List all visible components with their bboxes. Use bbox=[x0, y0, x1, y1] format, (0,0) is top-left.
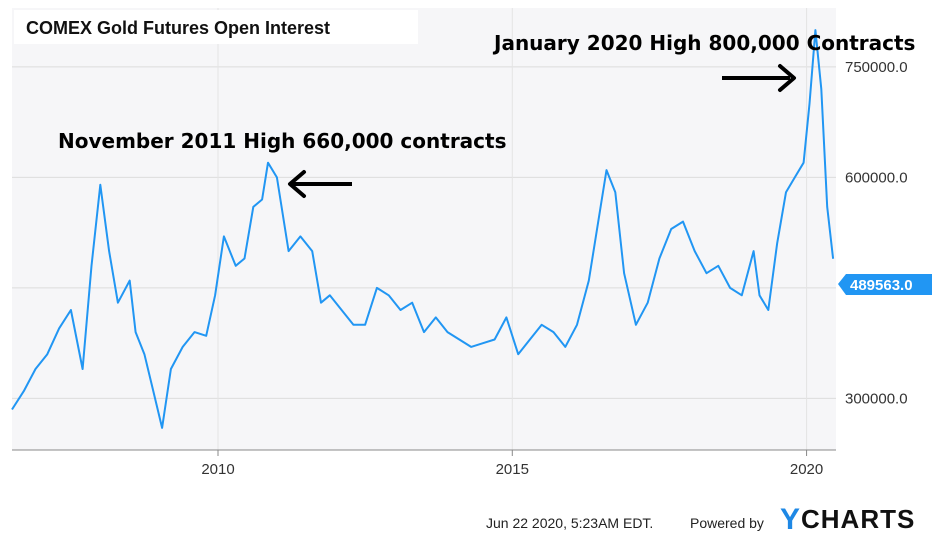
series-layer bbox=[11, 29, 835, 429]
grid-layer bbox=[12, 8, 836, 450]
y-tick-label: 600000.0 bbox=[845, 169, 908, 186]
arrow-right-icon bbox=[722, 64, 796, 92]
plot-background bbox=[12, 8, 836, 450]
footer-timestamp: Jun 22 2020, 5:23AM EDT. bbox=[486, 515, 653, 531]
arrow-left-icon bbox=[288, 170, 352, 198]
x-tick-layer: 2010 2015 2020 bbox=[201, 450, 823, 478]
ycharts-logo: Y CHARTS bbox=[780, 503, 915, 536]
last-value-label: 489563.0 bbox=[850, 277, 913, 294]
annotation-nov-2011: November 2011 High 660,000 contracts bbox=[58, 129, 507, 153]
x-tick-label: 2015 bbox=[496, 461, 529, 478]
title-box bbox=[14, 10, 418, 44]
annotation-jan-2020: January 2020 High 800,000 Contracts bbox=[492, 31, 915, 55]
last-value-badge: 489563.0 bbox=[838, 274, 932, 295]
ycharts-logo-y: Y bbox=[780, 503, 800, 536]
x-tick-label: 2020 bbox=[790, 461, 823, 478]
x-tick-label: 2010 bbox=[201, 461, 234, 478]
y-tick-label: 300000.0 bbox=[845, 390, 908, 407]
ycharts-logo-text: CHARTS bbox=[801, 504, 915, 534]
chart-title: COMEX Gold Futures Open Interest bbox=[26, 18, 330, 38]
series-line bbox=[11, 29, 835, 429]
footer-powered-by: Powered by bbox=[690, 515, 764, 531]
y-tick-label: 750000.0 bbox=[845, 59, 908, 76]
